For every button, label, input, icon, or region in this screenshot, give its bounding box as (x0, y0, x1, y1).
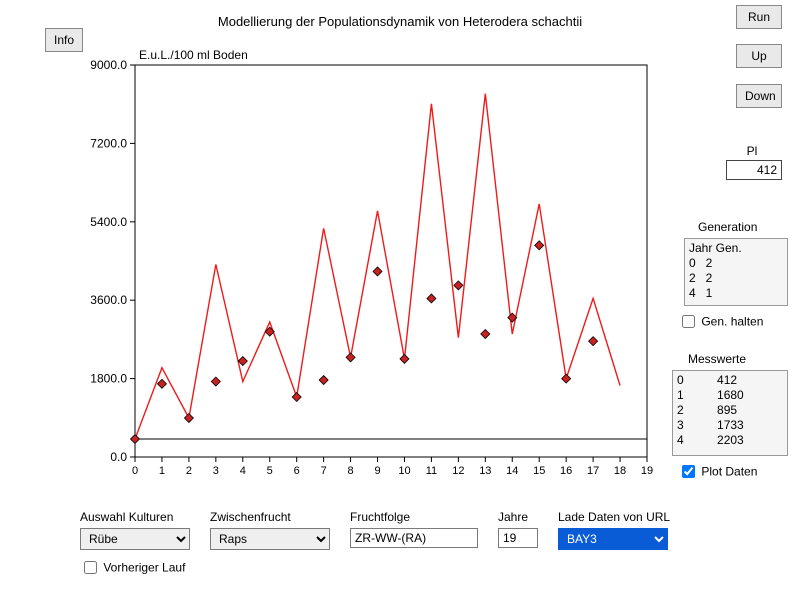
plot-daten-label: Plot Daten (701, 465, 757, 479)
svg-text:11: 11 (426, 465, 437, 477)
vorheriger-label: Vorheriger Lauf (103, 561, 185, 575)
svg-text:8: 8 (348, 465, 354, 477)
svg-text:0: 0 (132, 465, 138, 477)
generation-list[interactable]: Jahr Gen.0 22 24 1 (684, 238, 788, 306)
svg-text:18: 18 (614, 465, 626, 477)
gen-halten-label: Gen. halten (701, 315, 763, 329)
svg-text:5400.0: 5400.0 (90, 215, 127, 229)
kultur-select[interactable]: Rübe (80, 528, 190, 550)
fruchtfolge-col: Fruchtfolge (350, 510, 478, 548)
url-label: Lade Daten von URL (558, 510, 670, 524)
svg-text:6: 6 (294, 465, 300, 477)
run-button[interactable]: Run (736, 5, 782, 29)
svg-text:1: 1 (159, 465, 165, 477)
kultur-col: Auswahl Kulturen Rübe (80, 510, 190, 550)
page-title: Modellierung der Populationsdynamik von … (0, 14, 800, 29)
zwischen-col: Zwischenfrucht Raps (210, 510, 330, 550)
gen-halten-checkbox[interactable] (682, 315, 695, 328)
population-chart: 0.01800.03600.05400.07200.09000.00123456… (80, 45, 655, 485)
generation-label: Generation (698, 220, 788, 234)
pi-label: Pl (722, 144, 782, 158)
svg-text:3: 3 (213, 465, 219, 477)
svg-text:E.u.L./100 ml Boden: E.u.L./100 ml Boden (139, 48, 248, 62)
svg-text:12: 12 (452, 465, 464, 477)
svg-text:15: 15 (533, 465, 545, 477)
url-col: Lade Daten von URL BAY3 (558, 510, 670, 550)
messwerte-list[interactable]: 0 4121 16802 8953 17334 2203 (672, 370, 788, 456)
svg-text:19: 19 (641, 465, 653, 477)
up-button[interactable]: Up (736, 44, 782, 68)
fruchtfolge-input[interactable] (350, 528, 478, 548)
svg-text:7: 7 (321, 465, 327, 477)
gen-halten-row[interactable]: Gen. halten (678, 312, 788, 331)
form-row: Auswahl Kulturen Rübe Zwischenfrucht Rap… (80, 510, 780, 550)
svg-text:1800.0: 1800.0 (90, 372, 127, 386)
plot-daten-checkbox[interactable] (682, 465, 695, 478)
zwischen-label: Zwischenfrucht (210, 510, 330, 524)
svg-text:9: 9 (374, 465, 380, 477)
pi-input[interactable] (726, 160, 782, 180)
svg-text:5: 5 (267, 465, 273, 477)
svg-text:16: 16 (560, 465, 572, 477)
kultur-label: Auswahl Kulturen (80, 510, 190, 524)
svg-text:0.0: 0.0 (110, 450, 127, 464)
svg-text:3600.0: 3600.0 (90, 293, 127, 307)
svg-text:9000.0: 9000.0 (90, 58, 127, 72)
down-button[interactable]: Down (736, 84, 782, 108)
vorheriger-row[interactable]: Vorheriger Lauf (80, 558, 185, 577)
svg-text:14: 14 (506, 465, 518, 477)
jahre-input[interactable] (498, 528, 538, 548)
plot-daten-row[interactable]: Plot Daten (678, 462, 788, 481)
svg-text:17: 17 (587, 465, 599, 477)
svg-text:7200.0: 7200.0 (90, 136, 127, 150)
svg-text:10: 10 (398, 465, 410, 477)
jahre-label: Jahre (498, 510, 538, 524)
svg-text:2: 2 (186, 465, 192, 477)
info-button[interactable]: Info (45, 28, 83, 52)
jahre-col: Jahre (498, 510, 538, 548)
svg-text:13: 13 (479, 465, 491, 477)
svg-text:4: 4 (240, 465, 246, 477)
messwerte-label: Messwerte (688, 352, 788, 366)
fruchtfolge-label: Fruchtfolge (350, 510, 478, 524)
url-select[interactable]: BAY3 (558, 528, 668, 550)
zwischen-select[interactable]: Raps (210, 528, 330, 550)
vorheriger-checkbox[interactable] (84, 561, 97, 574)
